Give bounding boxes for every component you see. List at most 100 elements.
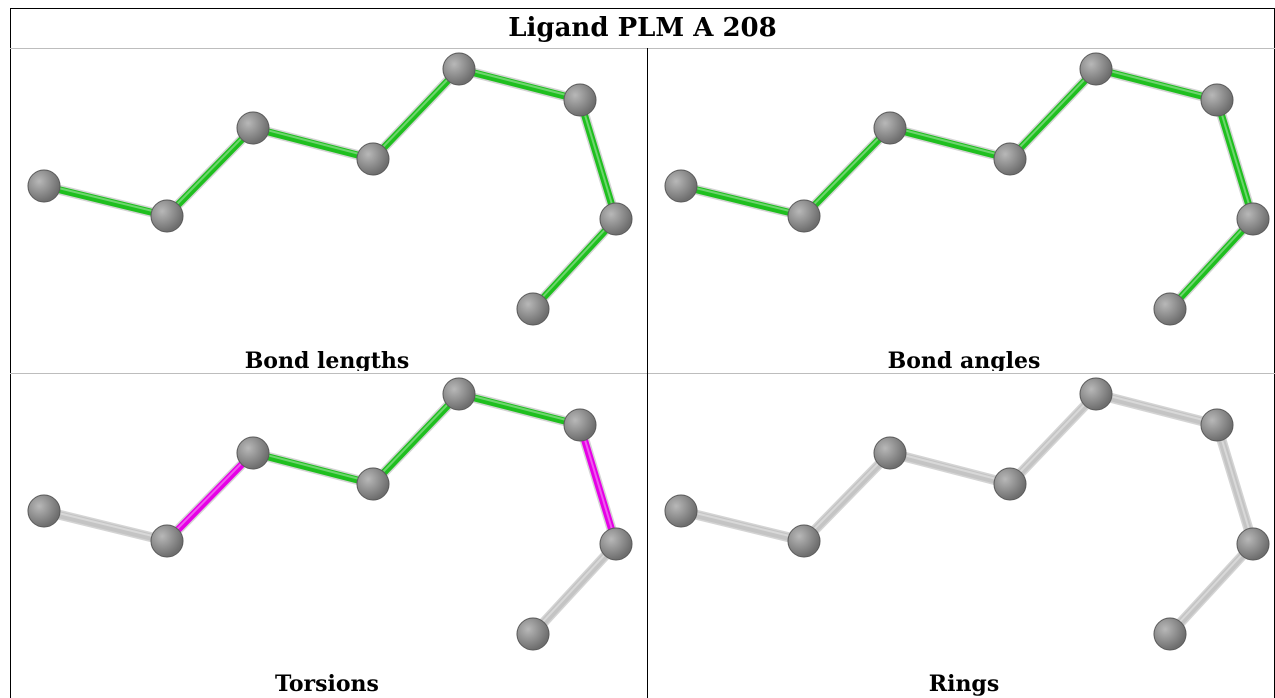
- atom-4: [356, 142, 390, 176]
- atom-1: [664, 169, 698, 203]
- bond-highlight: [579, 97, 617, 219]
- caption-rings: Rings: [928, 671, 1000, 696]
- atom-8: [516, 617, 550, 651]
- bond-6-7: [1213, 421, 1257, 548]
- bond-highlight: [680, 183, 805, 216]
- bond-4-5: [1006, 390, 1100, 488]
- atom-3: [236, 111, 270, 145]
- bond-highlight: [579, 422, 617, 544]
- bond-6-7: [576, 96, 620, 223]
- bond-2-3: [800, 449, 894, 545]
- atom-6: [1200, 83, 1234, 117]
- panel-bond-lengths: Bond lengths: [11, 49, 643, 371]
- bond-5-6: [455, 65, 584, 104]
- bond-5-6: [455, 390, 584, 429]
- bond-1-2: [677, 507, 808, 545]
- bond-4-5: [1006, 65, 1100, 163]
- atom-8: [1153, 292, 1187, 326]
- bond-5-6: [1092, 390, 1221, 429]
- bond-7-8: [1166, 215, 1257, 313]
- bond-highlight: [803, 125, 891, 216]
- bond-highlight: [1095, 391, 1218, 425]
- title-divider: [10, 48, 1275, 49]
- atom-3: [873, 111, 907, 145]
- bond-2-3: [163, 449, 257, 545]
- atom-7: [1236, 527, 1270, 561]
- caption-bond-lengths: Bond lengths: [244, 348, 410, 371]
- bond-4-5: [369, 65, 463, 163]
- bond-1-2: [40, 182, 171, 220]
- figure-title: Ligand PLM A 208: [508, 13, 777, 43]
- bond-highlight: [1009, 391, 1097, 484]
- atom-7: [1236, 202, 1270, 236]
- bond-highlight: [166, 450, 254, 541]
- top-border: [10, 8, 1275, 9]
- bond-3-4: [886, 124, 1014, 163]
- bond-5-6: [1092, 65, 1221, 104]
- atom-6: [563, 83, 597, 117]
- bond-1-2: [677, 182, 808, 220]
- atom-7: [599, 202, 633, 236]
- bond-4-5: [369, 390, 463, 488]
- atom-5: [442, 377, 476, 411]
- bond-highlight: [1009, 66, 1097, 159]
- bond-highlight: [43, 183, 168, 216]
- atom-4: [356, 467, 390, 501]
- bond-highlight: [1169, 216, 1254, 309]
- atom-3: [873, 436, 907, 470]
- bond-highlight: [372, 66, 460, 159]
- bond-highlight: [680, 508, 805, 541]
- molecule-view-bond-lengths: [27, 52, 633, 326]
- middle-divider: [10, 373, 1275, 374]
- panel-bond-angles: Bond angles: [648, 49, 1275, 371]
- bond-3-4: [249, 449, 377, 488]
- bond-highlight: [532, 541, 617, 634]
- bond-7-8: [529, 540, 620, 638]
- molecule-view-rings: [664, 377, 1270, 651]
- bond-highlight: [889, 450, 1011, 484]
- atom-2: [150, 199, 184, 233]
- atom-4: [993, 142, 1027, 176]
- atom-1: [27, 169, 61, 203]
- bond-highlight: [1216, 97, 1254, 219]
- panel-torsions: Torsions: [11, 374, 643, 696]
- bond-highlight: [166, 125, 254, 216]
- bond-highlight: [1216, 422, 1254, 544]
- bond-highlight: [252, 450, 374, 484]
- bond-highlight: [458, 66, 581, 100]
- bond-1-2: [40, 507, 171, 545]
- atom-6: [563, 408, 597, 442]
- atom-8: [516, 292, 550, 326]
- bond-2-3: [800, 124, 894, 220]
- bond-7-8: [529, 215, 620, 313]
- atom-1: [27, 494, 61, 528]
- atom-5: [1079, 377, 1113, 411]
- atom-6: [1200, 408, 1234, 442]
- atom-2: [150, 524, 184, 558]
- bond-highlight: [43, 508, 168, 541]
- bond-highlight: [889, 125, 1011, 159]
- bond-6-7: [576, 421, 620, 548]
- caption-torsions: Torsions: [275, 671, 379, 696]
- bond-6-7: [1213, 96, 1257, 223]
- bond-highlight: [803, 450, 891, 541]
- bond-highlight: [532, 216, 617, 309]
- left-border: [10, 8, 11, 698]
- bond-highlight: [372, 391, 460, 484]
- bond-7-8: [1166, 540, 1257, 638]
- molecule-view-bond-angles: [664, 52, 1270, 326]
- atom-2: [787, 524, 821, 558]
- bond-highlight: [252, 125, 374, 159]
- panel-rings: Rings: [648, 374, 1275, 696]
- caption-bond-angles: Bond angles: [887, 348, 1041, 371]
- atom-7: [599, 527, 633, 561]
- molecule-view-torsions: [27, 377, 633, 651]
- center-divider: [647, 48, 648, 698]
- bond-3-4: [249, 124, 377, 163]
- bond-3-4: [886, 449, 1014, 488]
- atom-3: [236, 436, 270, 470]
- atom-2: [787, 199, 821, 233]
- bond-highlight: [458, 391, 581, 425]
- atom-1: [664, 494, 698, 528]
